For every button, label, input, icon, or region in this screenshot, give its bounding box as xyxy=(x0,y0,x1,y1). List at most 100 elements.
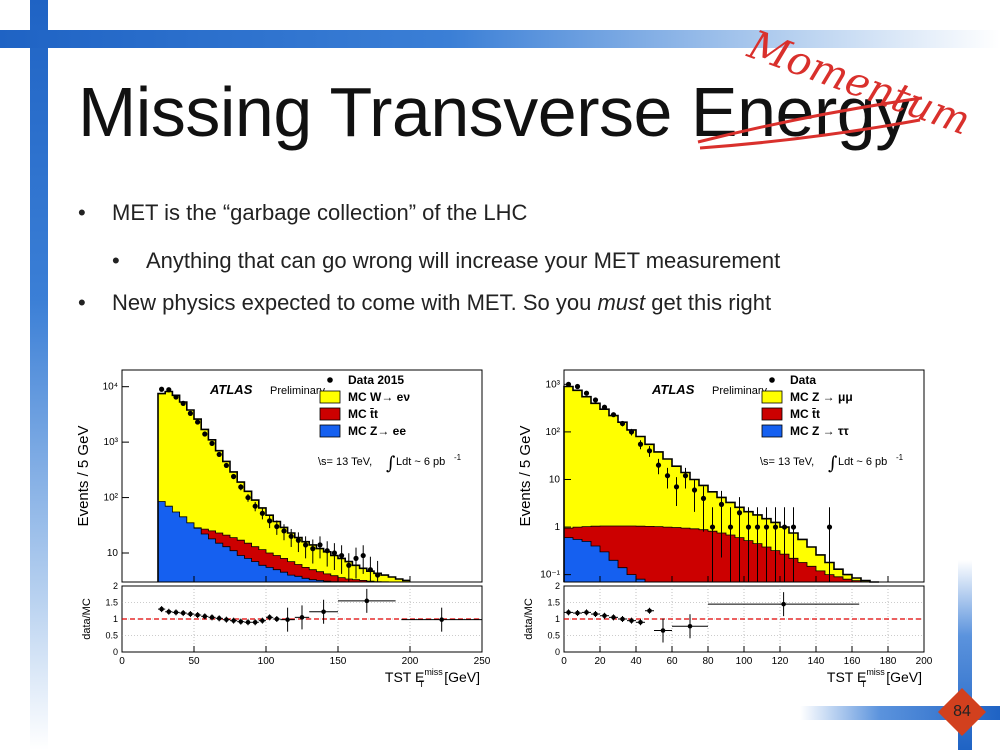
data-point xyxy=(346,562,352,568)
data-point xyxy=(288,533,294,539)
data-point xyxy=(754,524,761,530)
ratio-tick-label: 1.5 xyxy=(547,598,560,608)
x-tick-label: 0 xyxy=(119,656,125,667)
x-label-sup: miss xyxy=(866,667,885,677)
y-axis-label: Events / 5 GeV xyxy=(75,426,92,527)
data-point xyxy=(209,440,215,446)
energy-label: \s= 13 TeV, xyxy=(318,456,372,468)
ratio-point xyxy=(299,615,305,620)
ratio-point xyxy=(267,615,272,620)
status-label: Preliminary xyxy=(712,385,768,397)
ratio-point xyxy=(224,617,229,622)
x-label-unit: [GeV] xyxy=(882,669,922,685)
data-point xyxy=(295,537,301,543)
data-point xyxy=(274,523,280,530)
ratio-tick-label: 1.5 xyxy=(105,598,118,608)
data-point xyxy=(592,397,599,403)
ratio-tick-label: 0 xyxy=(555,647,560,657)
ratio-point xyxy=(180,610,186,616)
lumi-exponent: -1 xyxy=(896,453,904,462)
strikethrough-marks xyxy=(697,96,923,150)
data-point xyxy=(360,552,366,559)
data-point xyxy=(202,431,208,437)
bullet-item-3: • New physics expected to come with MET.… xyxy=(78,290,771,316)
data-point xyxy=(718,501,725,507)
data-point xyxy=(745,524,752,530)
y-tick-label: 10² xyxy=(104,493,119,504)
data-point xyxy=(763,524,770,530)
ratio-point xyxy=(245,620,251,625)
integral-sign: ∫ xyxy=(828,453,838,474)
data-point xyxy=(187,410,193,416)
ratio-tick-label: 0.5 xyxy=(547,631,560,641)
bullet-dot: • xyxy=(78,200,86,225)
ratio-point xyxy=(566,610,571,615)
data-point xyxy=(375,572,381,578)
experiment-label: ATLAS xyxy=(209,382,253,397)
ratio-point xyxy=(285,617,290,622)
data-point xyxy=(317,542,323,548)
data-point xyxy=(367,567,373,573)
x-tick-label: 0 xyxy=(561,656,567,667)
ratio-point xyxy=(593,611,598,617)
ratio-y-label: data/MC xyxy=(81,598,93,640)
x-label-main: TST E xyxy=(385,669,424,685)
legend-label: Data 2015 xyxy=(348,373,404,387)
bullet-text-3-emphasis: must xyxy=(597,290,646,315)
data-point xyxy=(252,503,258,509)
x-label-sub: T xyxy=(861,679,867,688)
data-point xyxy=(781,524,788,530)
data-point xyxy=(727,524,734,530)
ratio-point xyxy=(584,610,589,615)
x-tick-label: 250 xyxy=(474,656,491,667)
data-point xyxy=(180,400,186,406)
data-point xyxy=(331,550,337,556)
data-point xyxy=(826,524,833,530)
integral-sign: ∫ xyxy=(386,453,396,474)
accent-bar-horizontal xyxy=(0,30,1000,48)
ratio-point xyxy=(202,614,208,619)
y-tick-label: 10⁴ xyxy=(103,382,118,393)
x-label-unit: [GeV] xyxy=(440,669,480,685)
ratio-point xyxy=(781,601,786,607)
x-tick-label: 160 xyxy=(844,656,861,667)
ratio-point xyxy=(173,610,179,615)
y-tick-label: 1 xyxy=(554,522,560,533)
ratio-point xyxy=(188,611,193,617)
ratio-point xyxy=(660,628,666,633)
bullet-text-3-after: get this right xyxy=(645,290,772,315)
ratio-point xyxy=(687,623,693,629)
data-point xyxy=(673,484,680,490)
data-point xyxy=(619,420,626,427)
data-point xyxy=(259,510,265,516)
x-tick-label: 140 xyxy=(808,656,825,667)
main-frame xyxy=(121,369,483,583)
ratio-point xyxy=(195,612,200,618)
bullet-dot: • xyxy=(78,290,86,315)
x-axis-label: TST Emiss T [GeV] xyxy=(827,667,922,688)
data-point xyxy=(324,548,330,554)
data-point xyxy=(195,419,201,425)
ratio-point xyxy=(321,609,326,615)
data-point xyxy=(231,473,237,480)
ratio-point xyxy=(274,616,280,622)
data-point xyxy=(159,386,165,392)
x-tick-label: 80 xyxy=(702,656,714,667)
bullet-text-1: MET is the “garbage collection” of the L… xyxy=(112,200,528,225)
ratio-tick-label: 2 xyxy=(555,581,560,591)
status-label: Preliminary xyxy=(270,385,326,397)
data-point xyxy=(166,387,172,393)
data-point xyxy=(574,383,581,390)
x-tick-label: 120 xyxy=(772,656,789,667)
ratio-tick-label: 2 xyxy=(113,581,118,591)
bullet-item-1: • MET is the “garbage collection” of the… xyxy=(78,200,527,226)
legend-label: MC Z → ττ xyxy=(790,424,849,438)
legend-label: Data xyxy=(790,373,816,387)
y-tick-label: 10³ xyxy=(546,379,561,390)
lumi-exponent: -1 xyxy=(454,453,462,462)
ratio-point xyxy=(252,620,258,625)
legend-label: MC Z → μμ xyxy=(790,390,853,404)
x-tick-label: 200 xyxy=(402,656,419,667)
ratio-point xyxy=(260,618,265,623)
y-tick-label: 10 xyxy=(107,548,119,559)
